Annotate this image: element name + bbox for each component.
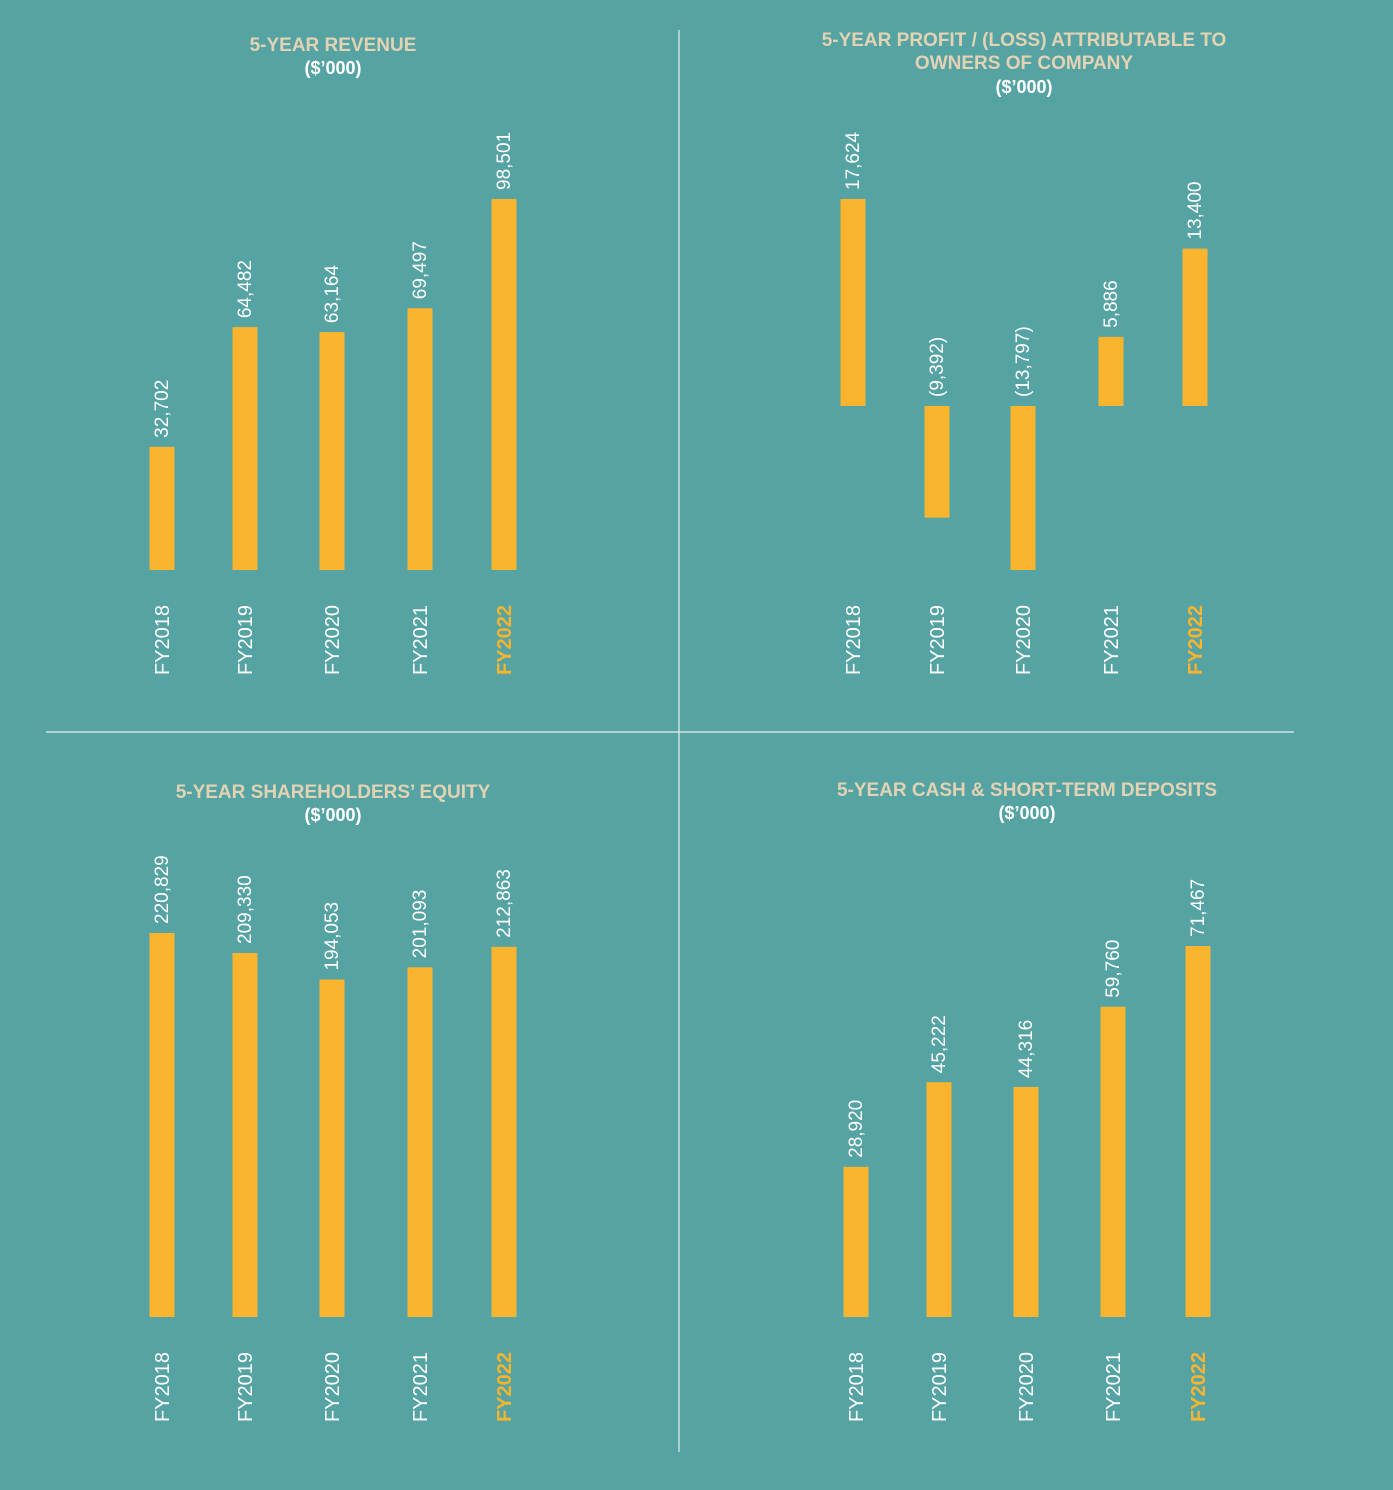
value-label: 45,222 <box>929 1015 950 1073</box>
category-label: FY2019 <box>235 1352 257 1422</box>
bar-fy2020 <box>1013 1086 1039 1317</box>
chart-subtitle: ($’000) <box>998 803 1055 823</box>
chart-equity: 5-YEAR SHAREHOLDERS’ EQUITY($’000) 220,82… <box>149 782 517 1422</box>
category-label: FY2018 <box>846 1352 868 1422</box>
value-label: 212,863 <box>494 869 515 938</box>
chart-title: 5-YEAR REVENUE <box>250 35 417 56</box>
value-label: (9,392) <box>927 337 948 397</box>
chart-title: 5-YEAR CASH & SHORT-TERM DEPOSITS <box>837 780 1217 801</box>
category-label: FY2022 <box>494 1352 516 1422</box>
category-label: FY2022 <box>494 605 516 675</box>
value-label: 64,482 <box>235 260 256 318</box>
value-label: 44,316 <box>1016 1020 1037 1078</box>
category-label: FY2022 <box>1188 1352 1210 1422</box>
value-label: 32,702 <box>152 380 173 438</box>
chart-cash: 5-YEAR CASH & SHORT-TERM DEPOSITS($’000)… <box>837 780 1217 1422</box>
value-label: 71,467 <box>1188 879 1209 937</box>
category-label: FY2019 <box>929 1352 951 1422</box>
bar-fy2021 <box>407 308 433 570</box>
value-label: 5,886 <box>1101 280 1122 328</box>
bar-fy2022 <box>491 946 517 1317</box>
chart-subtitle: ($’000) <box>304 58 361 78</box>
category-label: FY2019 <box>927 605 949 675</box>
value-label: 63,164 <box>322 265 343 324</box>
chart-title: 5-YEAR PROFIT / (LOSS) ATTRIBUTABLE TO <box>822 30 1227 51</box>
category-label: FY2019 <box>235 605 257 675</box>
category-label: FY2020 <box>322 605 344 675</box>
bar-fy2022 <box>491 199 517 570</box>
chart-title: 5-YEAR SHAREHOLDERS’ EQUITY <box>176 782 491 803</box>
bar-fy2018 <box>843 1166 869 1317</box>
bar-fy2021 <box>407 967 433 1317</box>
bar-fy2020 <box>1010 406 1036 570</box>
bar-fy2018 <box>840 199 866 406</box>
bar-fy2020 <box>319 332 345 570</box>
category-label: FY2018 <box>843 605 865 675</box>
bar-fy2019 <box>924 406 950 518</box>
chart-revenue: 5-YEAR REVENUE($’000) 32,702 FY2018 64,482 F… <box>149 35 517 675</box>
category-label: FY2018 <box>152 1352 174 1422</box>
value-label: 209,330 <box>235 875 256 944</box>
value-label: 59,760 <box>1103 940 1124 998</box>
bar-fy2022 <box>1182 248 1208 406</box>
category-label: FY2022 <box>1185 605 1207 675</box>
value-label: 13,400 <box>1185 181 1206 239</box>
chart-profit: 5-YEAR PROFIT / (LOSS) ATTRIBUTABLE TOOW… <box>822 30 1227 675</box>
category-label: FY2021 <box>1101 605 1123 675</box>
bar-fy2021 <box>1100 1006 1126 1317</box>
bar-fy2018 <box>149 933 175 1317</box>
bar-fy2021 <box>1098 336 1124 406</box>
category-label: FY2018 <box>152 605 174 675</box>
chart-subtitle: ($’000) <box>995 77 1052 97</box>
bar-fy2022 <box>1185 946 1211 1317</box>
bar-fy2019 <box>926 1082 952 1317</box>
value-label: 201,093 <box>410 890 431 959</box>
category-label: FY2020 <box>322 1352 344 1422</box>
value-label: 28,920 <box>846 1100 867 1158</box>
bar-fy2018 <box>149 446 175 570</box>
value-label: (13,797) <box>1013 326 1034 397</box>
chart-subtitle: ($’000) <box>304 805 361 825</box>
category-label: FY2020 <box>1016 1352 1038 1422</box>
category-label: FY2021 <box>410 605 432 675</box>
value-label: 220,829 <box>152 855 173 924</box>
chart-title: OWNERS OF COMPANY <box>915 53 1133 74</box>
bar-fy2019 <box>232 327 258 570</box>
value-label: 69,497 <box>410 241 431 299</box>
value-label: 194,053 <box>322 902 343 971</box>
bar-fy2020 <box>319 979 345 1317</box>
category-label: FY2021 <box>1103 1352 1125 1422</box>
value-label: 98,501 <box>494 132 515 190</box>
category-label: FY2021 <box>410 1352 432 1422</box>
bar-fy2019 <box>232 952 258 1317</box>
value-label: 17,624 <box>843 131 864 190</box>
category-label: FY2020 <box>1013 605 1035 675</box>
